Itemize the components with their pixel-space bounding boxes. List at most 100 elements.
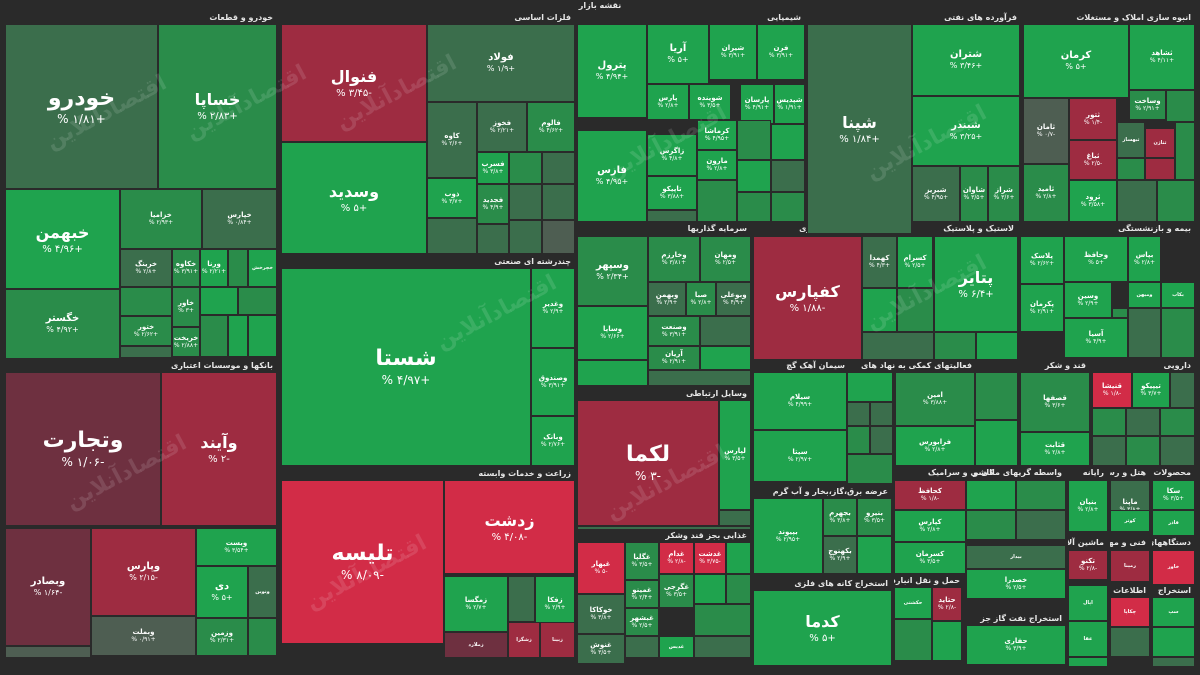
- stock-tile[interactable]: ثبهساز+۱/۹ %: [1117, 122, 1145, 158]
- stock-tile[interactable]: خپارس +۰/۸۴ %: [202, 189, 277, 249]
- stock-tile-unlabeled[interactable]: [1092, 436, 1126, 466]
- stock-tile[interactable]: پترول +۴/۹۴ %: [577, 24, 647, 118]
- stock-tile[interactable]: فاذر+۳/۸ %: [1152, 510, 1195, 536]
- stock-tile[interactable]: غدشت -۳/۷۵ %: [694, 542, 726, 574]
- stock-tile-unlabeled[interactable]: [1016, 480, 1066, 510]
- stock-tile-unlabeled[interactable]: [509, 184, 542, 220]
- stock-tile[interactable]: حتاید -۲/۸ %: [932, 587, 962, 621]
- stock-tile[interactable]: فرابورس +۲/۸ %: [895, 426, 975, 466]
- stock-tile[interactable]: بنیرو +۳/۵ %: [857, 498, 892, 536]
- stock-tile-unlabeled[interactable]: [427, 218, 477, 254]
- stock-tile-unlabeled[interactable]: [726, 574, 751, 604]
- stock-tile[interactable]: پارس +۲/۸ %: [647, 84, 689, 120]
- stock-tile[interactable]: غبهار -۵ %: [577, 542, 625, 594]
- stock-tile[interactable]: ثامان -۰/۷ %: [1023, 98, 1069, 164]
- stock-tile[interactable]: زمگسا +۲/۷ %: [444, 576, 508, 632]
- stock-tile[interactable]: فارس +۴/۹۵ %: [577, 130, 647, 222]
- stock-tile[interactable]: قصفها +۳/۶ %: [1020, 372, 1090, 432]
- stock-tile-unlabeled[interactable]: [862, 332, 934, 360]
- stock-tile-unlabeled[interactable]: [870, 426, 893, 454]
- stock-tile-unlabeled[interactable]: [647, 210, 697, 222]
- stock-tile-unlabeled[interactable]: [625, 636, 659, 658]
- stock-tile[interactable]: شپنا +۱/۸۴ %: [807, 24, 912, 234]
- stock-tile[interactable]: قنیشا -۱/۸ %: [1092, 372, 1132, 408]
- stock-tile[interactable]: فنوال -۳/۴۵ %: [281, 24, 427, 142]
- stock-tile[interactable]: وساخت +۲/۹۱ %: [1129, 90, 1166, 120]
- stock-tile-unlabeled[interactable]: [1117, 158, 1145, 180]
- stock-tile[interactable]: وسدید +۵ %: [281, 142, 427, 254]
- stock-tile-unlabeled[interactable]: [1152, 657, 1195, 667]
- stock-tile[interactable]: شبندر +۳/۲۵ %: [912, 96, 1020, 166]
- stock-tile[interactable]: خوکاکا +۳/۸ %: [577, 594, 625, 634]
- stock-tile-unlabeled[interactable]: [542, 184, 575, 220]
- stock-tile-unlabeled[interactable]: [1175, 122, 1195, 180]
- stock-tile[interactable]: کاوه +۲/۶ %: [427, 102, 477, 178]
- stock-tile[interactable]: غدیس-۲/۹ %: [659, 636, 694, 658]
- stock-tile[interactable]: پلاسک +۲/۶۲ %: [1020, 236, 1064, 284]
- stock-tile[interactable]: اپال+۳ %: [1068, 585, 1108, 621]
- stock-tile-unlabeled[interactable]: [894, 619, 932, 661]
- stock-tile[interactable]: وسپهر +۲/۳۴ %: [577, 236, 648, 306]
- stock-tile-unlabeled[interactable]: [1126, 408, 1160, 436]
- stock-tile[interactable]: تکنو -۲/۸ %: [1068, 550, 1108, 580]
- stock-tile-unlabeled[interactable]: [1160, 436, 1195, 466]
- stock-tile[interactable]: غمینو +۲/۴ %: [625, 580, 659, 608]
- stock-tile-unlabeled[interactable]: [542, 220, 575, 254]
- stock-tile-unlabeled[interactable]: [508, 576, 535, 622]
- stock-tile[interactable]: بجهرم +۳/۸ %: [823, 498, 857, 536]
- stock-tile-unlabeled[interactable]: [897, 288, 934, 332]
- stock-tile[interactable]: کوثر+۲/۸ %: [1110, 510, 1150, 532]
- stock-tile[interactable]: سکا +۳/۵ %: [1152, 480, 1195, 510]
- stock-tile-unlabeled[interactable]: [966, 480, 1016, 510]
- stock-tile[interactable]: تاپیکو +۳/۸۸ %: [647, 176, 697, 210]
- stock-tile[interactable]: آریا +۵ %: [647, 24, 709, 84]
- stock-tile-unlabeled[interactable]: [975, 420, 1018, 466]
- stock-tile[interactable]: بکاب+۳ %: [1161, 282, 1195, 308]
- stock-tile[interactable]: ختور +۲/۶۲ %: [120, 316, 172, 346]
- stock-tile-unlabeled[interactable]: [200, 315, 228, 357]
- stock-tile[interactable]: کرمان +۵ %: [1023, 24, 1129, 98]
- stock-tile[interactable]: خودرو +۱/۸۱ %: [5, 24, 158, 189]
- stock-tile-unlabeled[interactable]: [1157, 180, 1195, 222]
- stock-tile[interactable]: سپ-۲ %: [1152, 597, 1195, 627]
- stock-tile[interactable]: زاگرس +۴/۸ %: [647, 134, 697, 176]
- stock-tile[interactable]: رمپنا-۲/۵ %: [1110, 550, 1150, 582]
- stock-tile-unlabeled[interactable]: [228, 315, 248, 357]
- stock-tile[interactable]: فالوم +۴/۶۲ %: [527, 102, 575, 152]
- stock-tile-unlabeled[interactable]: [870, 402, 893, 426]
- stock-tile[interactable]: چکاپا+۳/۸ %: [1110, 597, 1150, 627]
- stock-tile-unlabeled[interactable]: [577, 360, 648, 386]
- stock-tile[interactable]: مارون +۲/۸ %: [697, 150, 737, 180]
- stock-tile[interactable]: وساپا +۲/۶۶ %: [577, 306, 648, 360]
- stock-tile-unlabeled[interactable]: [1160, 408, 1195, 436]
- stock-tile[interactable]: وحافظ +۵ %: [1064, 236, 1128, 282]
- stock-tile-unlabeled[interactable]: [934, 332, 976, 360]
- stock-tile[interactable]: کپارس +۲/۸ %: [894, 510, 966, 542]
- stock-tile-unlabeled[interactable]: [1128, 308, 1161, 358]
- stock-tile[interactable]: بیدار+۲/۵ %: [966, 545, 1066, 569]
- stock-tile-unlabeled[interactable]: [700, 346, 751, 370]
- stock-tile-unlabeled[interactable]: [200, 287, 238, 315]
- stock-tile[interactable]: بپیوند +۲/۹۵ %: [753, 498, 823, 574]
- stock-tile[interactable]: کسرمان +۳/۵ %: [894, 542, 966, 574]
- stock-tile[interactable]: پکرمان +۲/۹۱ %: [1020, 284, 1064, 332]
- stock-tile[interactable]: وبوعلی +۴/۹ %: [716, 282, 751, 316]
- stock-tile[interactable]: خزامیا +۲/۹۳ %: [120, 189, 202, 249]
- stock-tile-unlabeled[interactable]: [1068, 657, 1108, 667]
- stock-tile[interactable]: غدام -۲/۸ %: [659, 542, 694, 574]
- stock-tile[interactable]: شبریز +۴/۹۵ %: [912, 166, 960, 222]
- stock-tile[interactable]: غنوش +۳/۵ %: [577, 634, 625, 664]
- stock-tile[interactable]: وخارزم +۳/۸۱ %: [648, 236, 700, 282]
- stock-tile[interactable]: آریان +۲/۹۱ %: [648, 346, 700, 370]
- stock-tile-unlabeled[interactable]: [847, 402, 870, 426]
- stock-tile[interactable]: وغدیر +۲/۹ %: [531, 268, 575, 348]
- stock-tile[interactable]: خرینگ +۲/۸ %: [120, 249, 172, 287]
- stock-tile[interactable]: کدما +۵ %: [753, 590, 892, 666]
- stock-tile[interactable]: فسرب +۳/۸ %: [477, 152, 509, 184]
- stock-tile[interactable]: زملارد-۱/۹۲ %: [444, 632, 508, 658]
- stock-tile[interactable]: فجدید +۴/۹ %: [477, 184, 509, 224]
- stock-tile[interactable]: شراز +۳/۶ %: [988, 166, 1020, 222]
- stock-tile[interactable]: وبصادر -۱/۶۴ %: [5, 528, 91, 646]
- stock-tile-unlabeled[interactable]: [1166, 90, 1195, 122]
- stock-tile[interactable]: ثتور -۱/۴ %: [1069, 98, 1117, 140]
